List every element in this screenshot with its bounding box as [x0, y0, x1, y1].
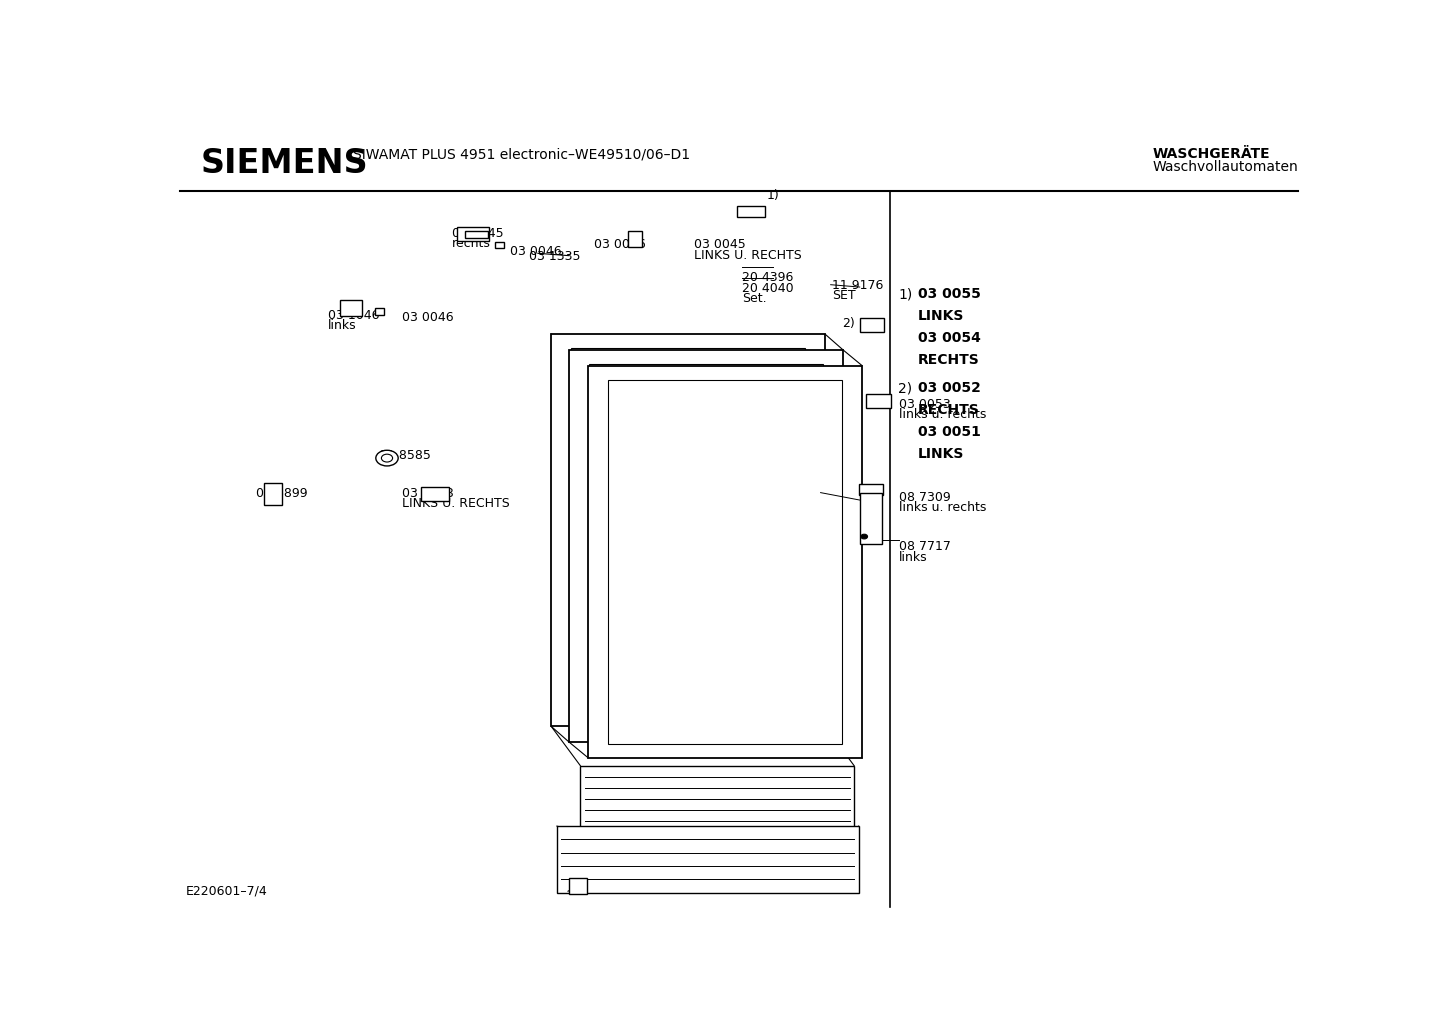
- Text: 03 0048: 03 0048: [401, 487, 453, 500]
- Bar: [264, 483, 283, 505]
- Text: 11 9175: 11 9175: [823, 494, 875, 507]
- Text: rechts: rechts: [451, 236, 490, 250]
- Text: E220601–7/4: E220601–7/4: [186, 884, 268, 898]
- Text: SIWAMAT PLUS 4951 electronic–WE49510/06–D1: SIWAMAT PLUS 4951 electronic–WE49510/06–…: [353, 148, 691, 161]
- Bar: [421, 487, 448, 501]
- Text: WASCHGERÄTE: WASCHGERÄTE: [1152, 148, 1270, 161]
- Text: 2): 2): [898, 381, 913, 395]
- Bar: [340, 301, 362, 316]
- Text: 03 0045: 03 0045: [695, 238, 746, 252]
- Text: 03 0052: 03 0052: [917, 381, 981, 395]
- Text: LINKS U. RECHTS: LINKS U. RECHTS: [695, 249, 802, 262]
- Text: 1): 1): [767, 190, 780, 203]
- Text: 03 1046: 03 1046: [327, 309, 379, 322]
- Text: 03 0054: 03 0054: [917, 331, 981, 345]
- Text: 11 9174: 11 9174: [800, 572, 852, 585]
- Bar: [867, 393, 891, 408]
- Text: 08 7309: 08 7309: [898, 491, 950, 504]
- Text: 08 7717: 08 7717: [898, 540, 950, 553]
- Text: 20 4396: 20 4396: [743, 271, 793, 284]
- Bar: [457, 226, 489, 240]
- Bar: [859, 493, 883, 544]
- Text: 03 0056: 03 0056: [594, 238, 646, 252]
- Text: 2): 2): [842, 318, 855, 330]
- Text: RECHTS: RECHTS: [917, 404, 979, 417]
- Text: links u. rechts: links u. rechts: [898, 501, 986, 515]
- Text: 01 8585: 01 8585: [379, 449, 431, 463]
- Text: links: links: [327, 319, 356, 332]
- Text: RECHTS: RECHTS: [917, 353, 979, 367]
- Circle shape: [381, 454, 392, 462]
- Text: 05 6899: 05 6899: [257, 487, 309, 500]
- Bar: [557, 826, 858, 893]
- Text: links u. rechts: links u. rechts: [898, 408, 986, 421]
- Bar: [375, 308, 384, 315]
- Text: 11 9176: 11 9176: [832, 279, 883, 292]
- Bar: [496, 242, 505, 248]
- Text: SIEMENS: SIEMENS: [200, 148, 368, 180]
- Text: SET: SET: [832, 289, 855, 303]
- Text: 03 1045: 03 1045: [451, 226, 503, 239]
- Bar: [737, 206, 766, 217]
- Bar: [571, 348, 805, 712]
- Bar: [570, 350, 844, 742]
- Text: LINKS: LINKS: [917, 309, 965, 323]
- Circle shape: [376, 450, 398, 466]
- Bar: [466, 230, 487, 238]
- Bar: [588, 366, 862, 758]
- Bar: [570, 878, 587, 894]
- Text: LINKS U. RECHTS: LINKS U. RECHTS: [401, 497, 509, 511]
- Bar: [580, 765, 854, 833]
- Text: 03 1335: 03 1335: [529, 251, 581, 263]
- Text: 03 0046: 03 0046: [510, 245, 561, 258]
- Text: 03 0049: 03 0049: [580, 695, 632, 708]
- Circle shape: [861, 534, 868, 539]
- Bar: [859, 318, 884, 332]
- Bar: [858, 484, 883, 495]
- Text: Waschvollautomaten: Waschvollautomaten: [1152, 160, 1298, 174]
- Text: LINKS: LINKS: [917, 447, 965, 462]
- Bar: [590, 364, 823, 728]
- Text: links: links: [898, 550, 927, 564]
- Text: Set.: Set.: [743, 291, 767, 305]
- Text: 20 4040: 20 4040: [743, 281, 795, 294]
- Bar: [551, 334, 825, 727]
- Text: 03 0046: 03 0046: [401, 312, 453, 324]
- Text: 03 0055: 03 0055: [917, 287, 981, 301]
- Text: 03 0053: 03 0053: [898, 397, 950, 411]
- Text: 03 0051: 03 0051: [917, 425, 981, 439]
- Bar: [629, 231, 642, 247]
- Bar: [609, 380, 842, 744]
- Text: 1): 1): [898, 287, 913, 301]
